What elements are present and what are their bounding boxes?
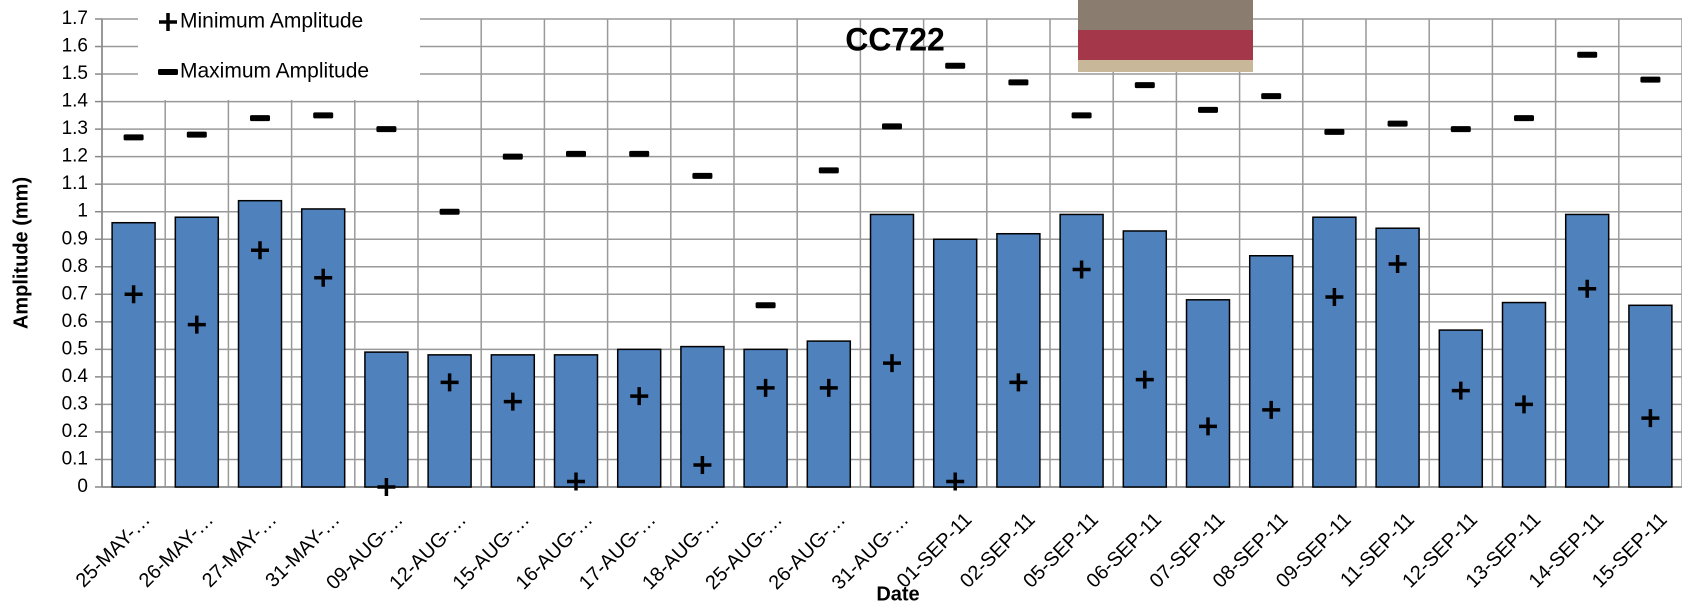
marker bbox=[503, 154, 523, 160]
y-tick-label: 0.5 bbox=[62, 338, 88, 359]
legend-label: Maximum Amplitude bbox=[180, 60, 369, 83]
bar bbox=[1250, 256, 1293, 487]
marker bbox=[1640, 77, 1660, 83]
marker bbox=[313, 112, 333, 118]
bar bbox=[1313, 217, 1356, 487]
bar bbox=[1629, 305, 1672, 487]
y-tick-label: 0.4 bbox=[62, 366, 89, 387]
marker bbox=[1008, 79, 1028, 85]
marker bbox=[440, 209, 460, 215]
bar bbox=[997, 234, 1040, 487]
marker bbox=[629, 151, 649, 157]
bar bbox=[1123, 231, 1166, 487]
marker bbox=[124, 134, 144, 140]
bar bbox=[618, 349, 661, 487]
marker bbox=[819, 167, 839, 173]
bar bbox=[491, 355, 534, 487]
bar bbox=[365, 352, 408, 487]
bar bbox=[1187, 300, 1230, 487]
y-tick-label: 1.6 bbox=[62, 36, 88, 57]
y-tick-label: 0.3 bbox=[62, 393, 88, 414]
y-tick-label: 0 bbox=[77, 476, 88, 497]
y-tick-label: 1.3 bbox=[62, 118, 88, 139]
bar bbox=[1439, 330, 1482, 487]
bar bbox=[1566, 214, 1609, 487]
marker bbox=[692, 173, 712, 179]
legend-label: Minimum Amplitude bbox=[180, 10, 363, 33]
marker bbox=[1072, 112, 1092, 118]
marker bbox=[882, 123, 902, 129]
chart: 0 0.1 0.2 0.3 0.4 0.5 0.6 0.7 0.8 0.9 1 1.1 1.2 1.3 1.… bbox=[0, 0, 1682, 613]
bar bbox=[871, 214, 914, 487]
y-tick-label: 0.2 bbox=[62, 421, 88, 442]
bar bbox=[1060, 214, 1103, 487]
page: 0 0.1 0.2 0.3 0.4 0.5 0.6 0.7 0.8 0.9 1 1.1 1.2 1.3 1.… bbox=[0, 0, 1682, 613]
photo bbox=[1078, 0, 1253, 72]
y-tick-label: 1.2 bbox=[62, 146, 88, 167]
marker bbox=[1577, 52, 1597, 58]
marker bbox=[1198, 107, 1218, 113]
photo-ground bbox=[1078, 60, 1253, 72]
bar bbox=[744, 349, 787, 487]
marker bbox=[187, 132, 207, 138]
marker bbox=[250, 115, 270, 121]
bar bbox=[175, 217, 218, 487]
marker bbox=[1514, 115, 1534, 121]
chart-title: CC722 bbox=[845, 21, 945, 57]
bar bbox=[112, 223, 155, 487]
marker bbox=[1388, 121, 1408, 127]
y-tick-label: 1 bbox=[77, 201, 88, 222]
legend-marker bbox=[158, 69, 178, 75]
bar bbox=[1503, 303, 1546, 487]
marker bbox=[945, 63, 965, 69]
x-axis-label: Date bbox=[876, 583, 919, 605]
y-tick-label: 0.1 bbox=[62, 448, 88, 469]
y-tick-label: 0.7 bbox=[62, 283, 88, 304]
y-tick-label: 1.5 bbox=[62, 63, 88, 84]
bar bbox=[807, 341, 850, 487]
y-tick-label: 0.9 bbox=[62, 228, 88, 249]
marker bbox=[1451, 126, 1471, 132]
y-tick-label: 0.8 bbox=[62, 256, 88, 277]
y-tick-label: 1.1 bbox=[62, 173, 88, 194]
y-tick-label: 1.4 bbox=[62, 91, 89, 112]
marker bbox=[1261, 93, 1281, 99]
y-axis-label: Amplitude (mm) bbox=[10, 177, 32, 329]
marker bbox=[756, 302, 776, 308]
photo-roller bbox=[1078, 30, 1253, 60]
y-tick-label: 0.6 bbox=[62, 311, 88, 332]
marker bbox=[1135, 82, 1155, 88]
bar bbox=[555, 355, 598, 487]
marker bbox=[376, 126, 396, 132]
y-tick-label: 1.7 bbox=[62, 8, 88, 29]
marker bbox=[1324, 129, 1344, 135]
bar bbox=[302, 209, 345, 487]
bar bbox=[934, 239, 977, 487]
marker bbox=[566, 151, 586, 157]
